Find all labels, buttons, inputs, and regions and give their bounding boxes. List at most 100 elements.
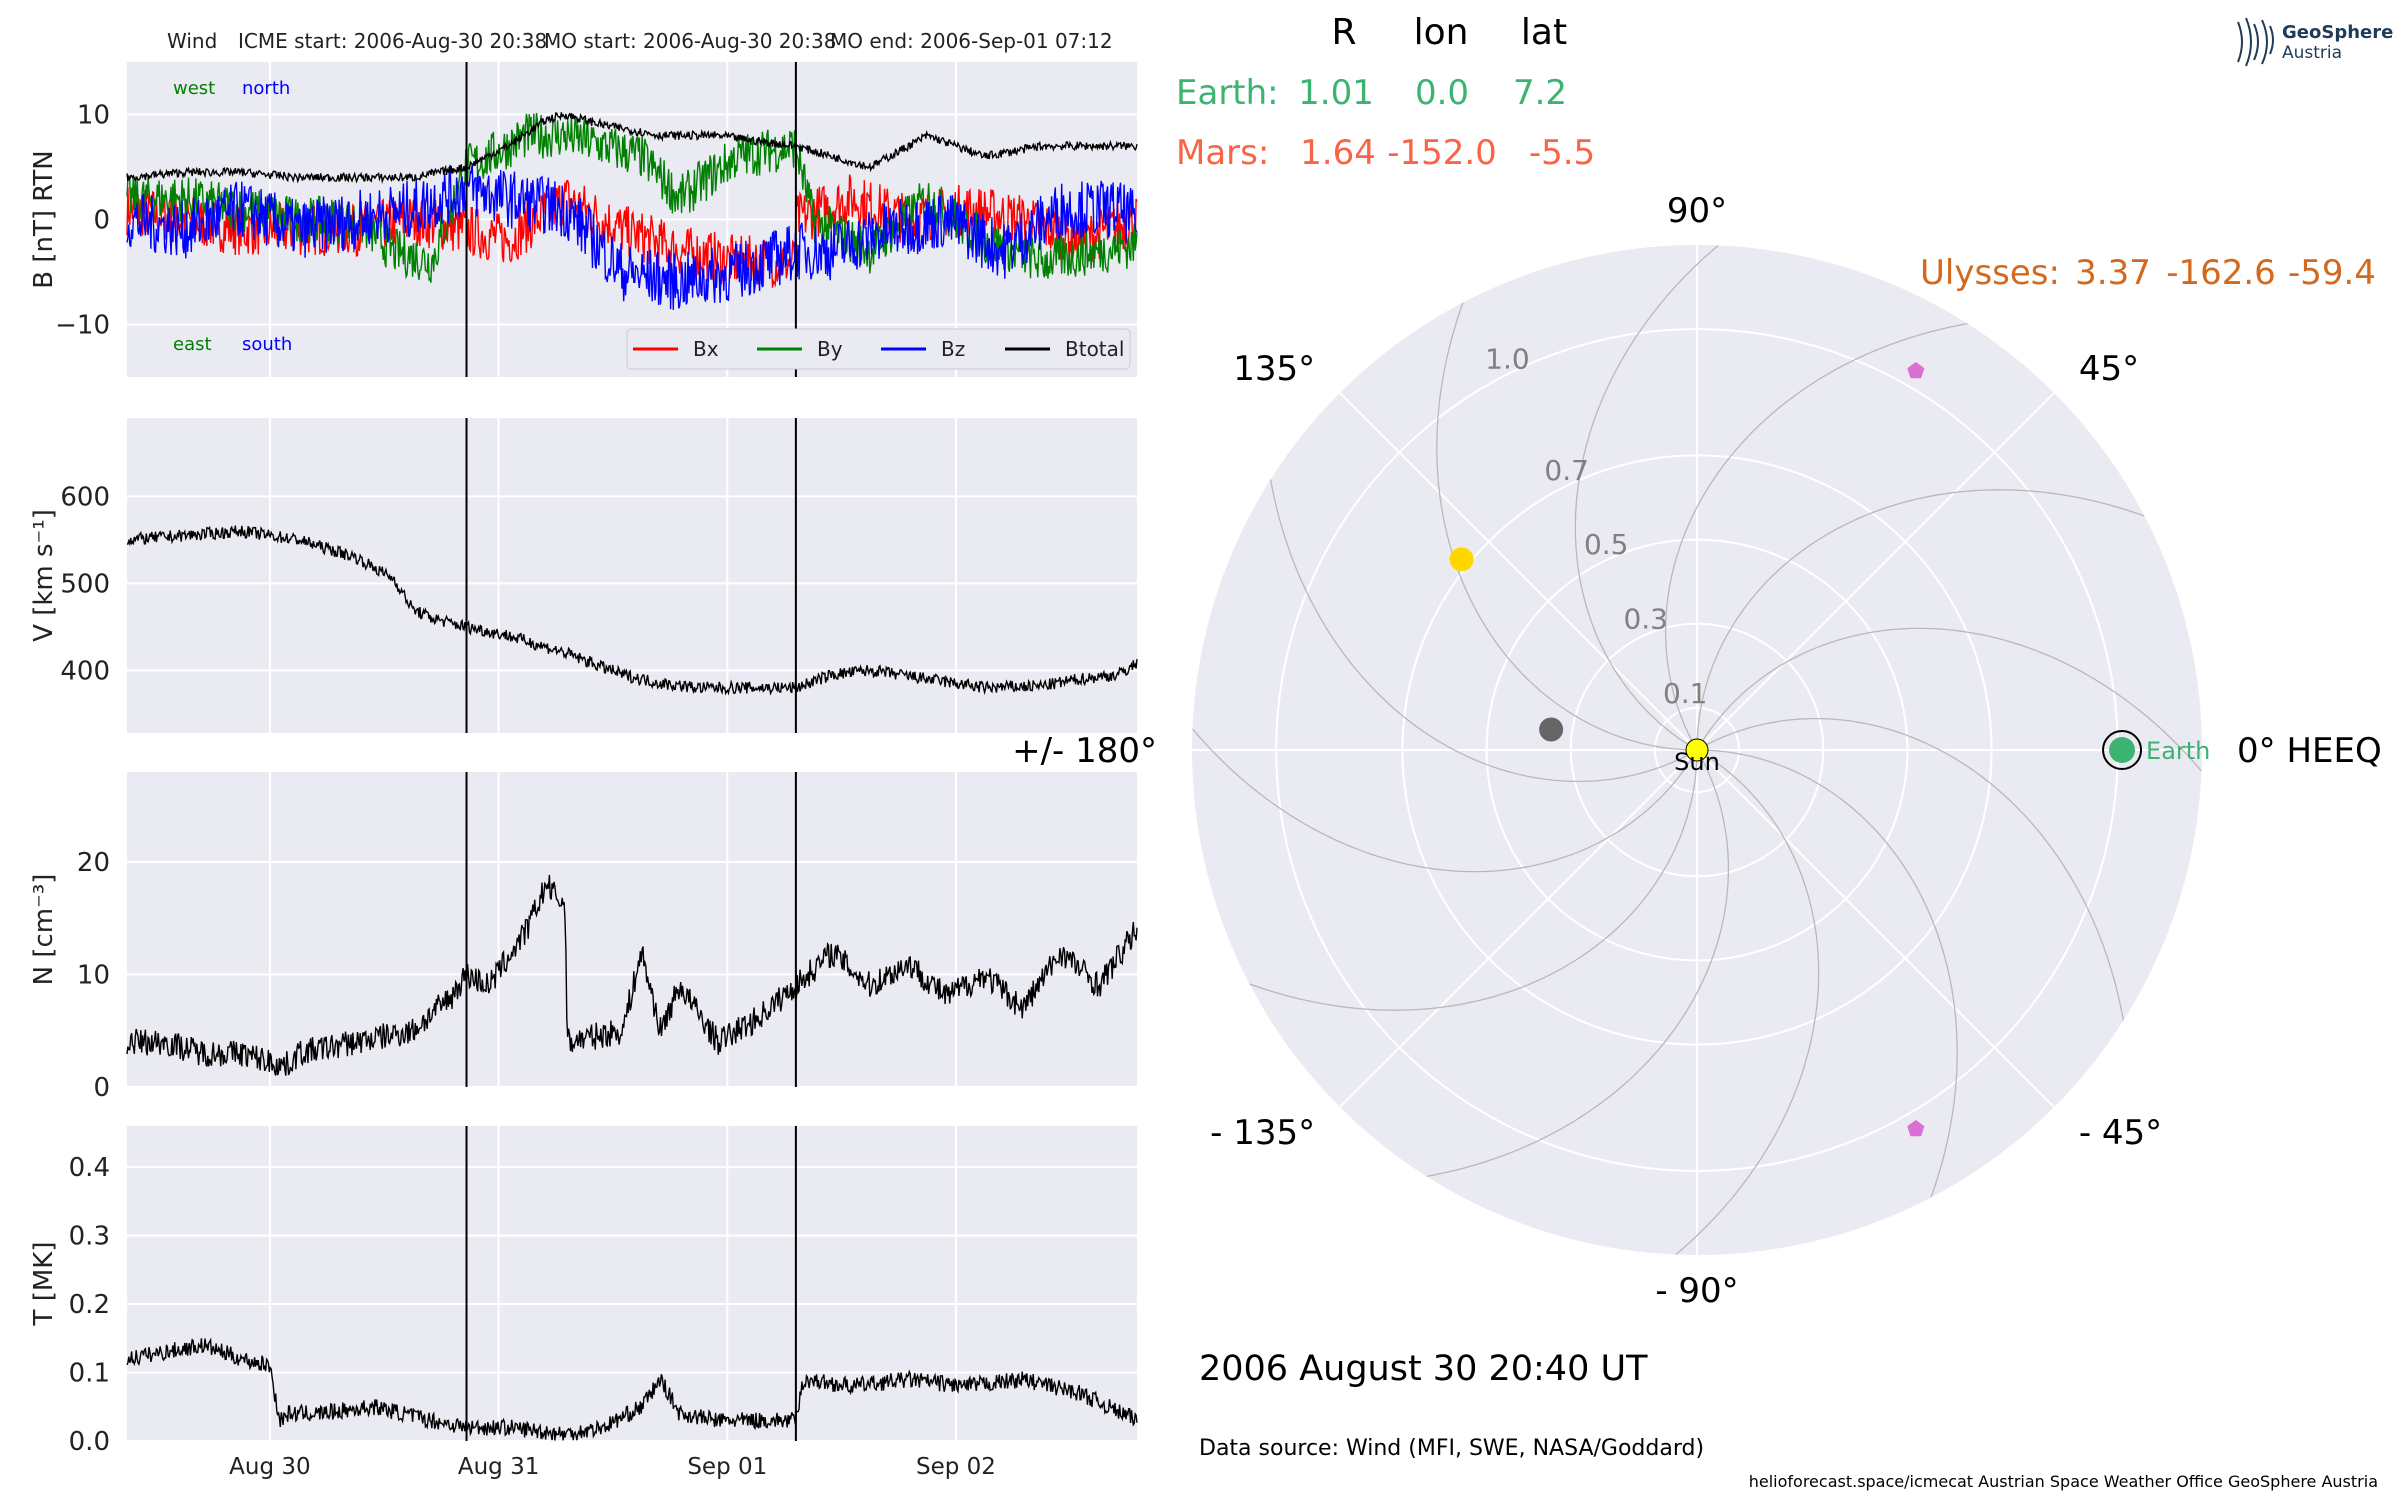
earth-ring	[2102, 730, 2143, 770]
legend-label-by: By	[817, 337, 843, 361]
mars-row-lon: -152.0	[1387, 133, 1497, 173]
header-lon: lon	[1414, 12, 1469, 53]
angle-label: - 45°	[2079, 1113, 2162, 1153]
header-r: R	[1331, 12, 1356, 53]
sun-label: Sun	[1674, 748, 1720, 776]
parker-spiral-line	[1696, 717, 2125, 1021]
polar-position-plot: 0.1 0.3 0.5 0.7 1.0 90° 45° 0° HEEQ - 45° - 90° - …	[1012, 191, 2382, 1311]
angle-label: +/- 180°	[1012, 731, 1157, 771]
ulysses-row-lat: -59.4	[2288, 253, 2376, 293]
angular-grid-line	[1339, 749, 1698, 1108]
angle-label: 0° HEEQ	[2237, 731, 2382, 771]
y-tick-label: 400	[60, 656, 110, 686]
mercury-marker	[1539, 717, 1564, 742]
annotation-west: west	[173, 78, 215, 99]
parker-spiral-line	[1436, 302, 1697, 751]
panel-background	[127, 772, 1137, 1087]
series-line-t	[126, 1337, 1138, 1441]
y-axis-label: T [MK]	[29, 1242, 59, 1327]
y-tick-label: 0	[93, 206, 110, 236]
parker-spiral-line	[1192, 728, 1698, 873]
venus-marker	[1449, 547, 1474, 572]
spacecraft-label: Wind	[167, 29, 217, 53]
series-line-btotal	[126, 112, 1138, 185]
y-tick-label: 0	[93, 1073, 110, 1103]
series-line-bz	[126, 163, 1138, 310]
annotation-north: north	[242, 78, 290, 99]
angular-grid-line	[1339, 392, 1698, 751]
spacecraft-pentagon-marker	[1907, 1120, 1925, 1137]
radial-tick-label: 1.0	[1485, 342, 1530, 375]
date-label: 2006 August 30 20:40 UT	[1199, 1349, 1648, 1389]
y-tick-label: −10	[55, 311, 110, 341]
series-line-n	[126, 874, 1138, 1076]
mars-row-name: Mars:	[1176, 133, 1269, 173]
series-line-v	[127, 525, 1138, 696]
mars-row-lat: -5.5	[1529, 133, 1595, 173]
earth-row-r: 1.01	[1298, 73, 1374, 113]
spacecraft-pentagon-marker	[1907, 362, 1925, 379]
x-tick-label: Sep 02	[916, 1454, 996, 1480]
y-tick-label: 0.4	[69, 1153, 110, 1183]
angular-grid-line	[1696, 392, 2055, 751]
position-table: R lon lat Earth: 1.01 0.0 7.2 Mars: 1.64…	[1176, 12, 2376, 293]
parker-spiral-line	[1269, 479, 1698, 783]
density-panel: 20 10 0 N [cm⁻³]	[29, 772, 1138, 1103]
y-tick-label: 0.0	[69, 1427, 110, 1457]
y-axis-label: N [cm⁻³]	[29, 874, 59, 986]
y-axis-label: B [nT] RTN	[29, 150, 59, 289]
angle-label: 90°	[1667, 191, 1727, 231]
legend-box	[626, 328, 1131, 370]
legend-label-btotal: Btotal	[1065, 337, 1124, 361]
x-tick-label: Aug 30	[229, 1454, 311, 1480]
radial-tick-label: 0.5	[1584, 528, 1629, 561]
y-tick-label: 600	[60, 482, 110, 512]
y-tick-label: 0.3	[69, 1222, 110, 1252]
sun-marker	[1685, 738, 1709, 762]
data-source-label: Data source: Wind (MFI, SWE, NASA/Goddar…	[1199, 1436, 1704, 1461]
earth-label: Earth	[2146, 737, 2210, 765]
x-tick-label: Sep 01	[687, 1454, 767, 1480]
footer-label: helioforecast.space/icmecat Austrian Spa…	[1749, 1472, 2378, 1491]
y-axis-label: V [km s⁻¹]	[29, 509, 59, 642]
icme-start-label: ICME start: 2006-Aug-30 20:38	[238, 29, 547, 53]
angular-grid-line	[1696, 749, 2055, 1108]
parker-spiral-line	[1696, 489, 2145, 750]
parker-spiral-line	[1696, 627, 2202, 772]
parker-spiral-line	[1664, 322, 1968, 751]
annotation-south: south	[242, 334, 292, 355]
logo-line1: GeoSphere	[2282, 22, 2393, 43]
angle-label: - 135°	[1210, 1113, 1315, 1153]
geosphere-logo: GeoSphere Austria	[2237, 17, 2393, 67]
b-field-panel: 10 0 −10 B [nT] RTN west north east south Bx By Bz…	[29, 62, 1138, 377]
ulysses-row-r: 3.37	[2075, 253, 2151, 293]
legend-label-bz: Bz	[941, 337, 965, 361]
earth-marker	[2109, 737, 2136, 763]
radial-tick-label: 0.3	[1623, 603, 1668, 636]
parker-spiral-line	[1249, 750, 1698, 1011]
ulysses-row-name: Ulysses:	[1920, 253, 2060, 293]
mo-end-label: MO end: 2006-Sep-01 07:12	[830, 29, 1113, 53]
mo-start-label: MO start: 2006-Aug-30 20:38	[544, 29, 836, 53]
ulysses-row-lon: -162.6	[2166, 253, 2276, 293]
y-tick-label: 10	[77, 101, 110, 131]
temperature-panel: 0.4 0.3 0.2 0.1 0.0 T [MK] Aug 30 Aug 31 Sep 01 S…	[29, 1126, 1138, 1480]
y-tick-label: 20	[77, 848, 110, 878]
y-tick-label: 10	[77, 961, 110, 991]
parker-spiral-line	[1697, 749, 1958, 1198]
parker-spiral-line	[1426, 749, 1730, 1178]
panel-background	[127, 1126, 1137, 1441]
y-tick-label: 0.2	[69, 1290, 110, 1320]
parker-spiral-line	[1675, 749, 1820, 1255]
annotation-east: east	[173, 334, 212, 355]
angle-label: 135°	[1233, 349, 1315, 389]
earth-row-name: Earth:	[1176, 73, 1279, 113]
radial-tick-label: 0.7	[1544, 454, 1589, 487]
header-lat: lat	[1521, 12, 1567, 53]
parker-spiral-line	[1574, 245, 1719, 751]
y-tick-label: 500	[60, 569, 110, 599]
radial-tick-label: 0.1	[1663, 677, 1708, 710]
logo-line2: Austria	[2282, 43, 2342, 63]
